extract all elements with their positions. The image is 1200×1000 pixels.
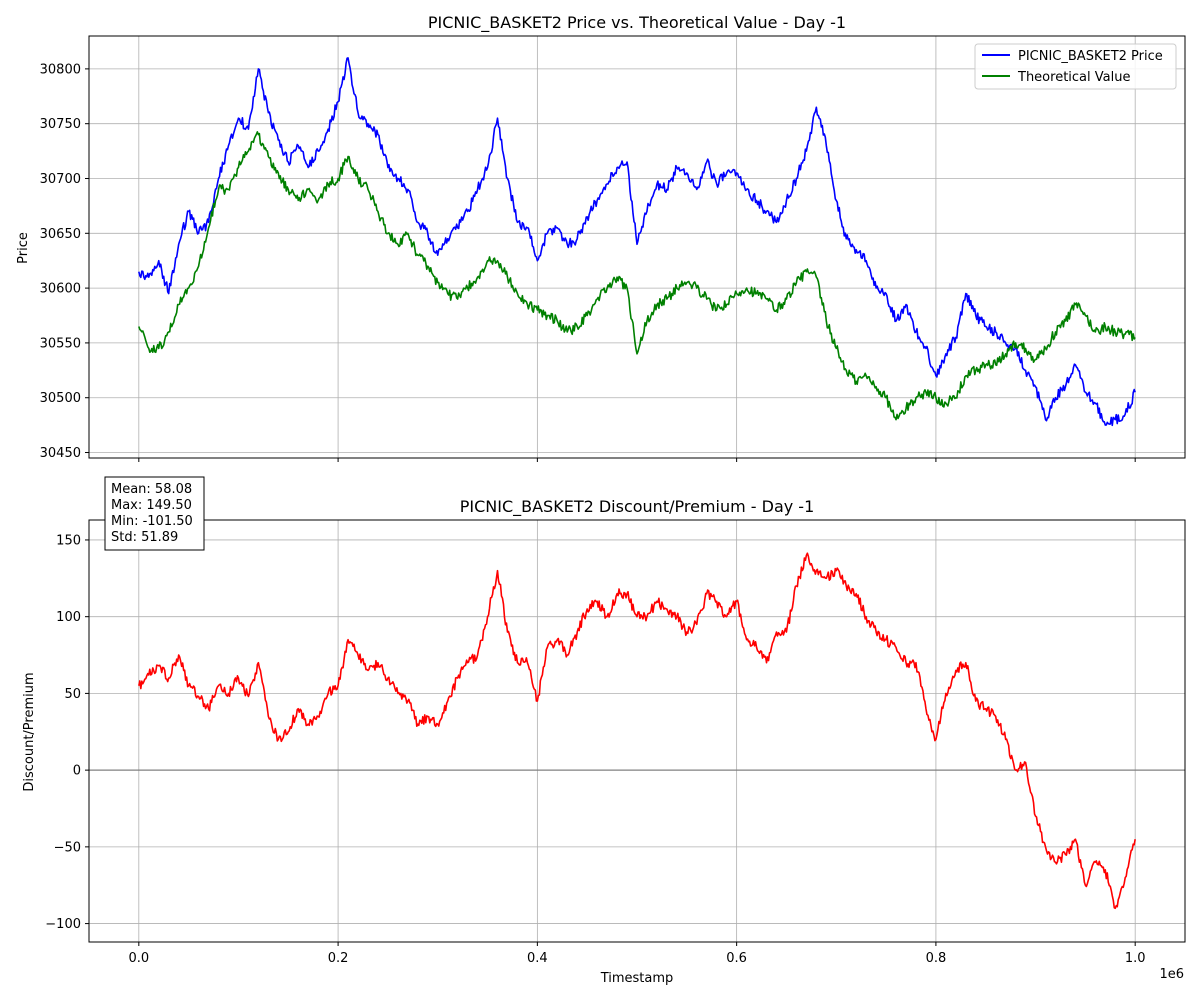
stats-mean: Mean: 58.08 [111, 482, 192, 497]
discount-x-tick-label: 0.4 [527, 951, 548, 966]
discount-x-tick-label: 1.0 [1125, 951, 1146, 966]
discount-plot-area [88, 519, 1186, 943]
discount-x-tick-label: 0.0 [128, 951, 149, 966]
discount-chart: PICNIC_BASKET2 Discount/Premium - Day -1… [22, 476, 1186, 986]
legend-label-theoretical: Theoretical Value [1017, 70, 1130, 85]
price-chart: PICNIC_BASKET2 Price vs. Theoretical Val… [16, 13, 1186, 462]
x-axis-multiplier: 1e6 [1159, 967, 1184, 982]
discount-chart-title: PICNIC_BASKET2 Discount/Premium - Day -1 [460, 497, 815, 517]
stats-min: Min: -101.50 [111, 514, 193, 529]
discount-y-tick-label: 50 [64, 687, 81, 702]
stats-std: Std: 51.89 [111, 530, 178, 545]
price-y-tick-label: 30700 [40, 172, 81, 187]
price-plot-area [88, 35, 1186, 459]
price-y-tick-label: 30650 [40, 227, 81, 242]
price-chart-title: PICNIC_BASKET2 Price vs. Theoretical Val… [428, 13, 846, 33]
legend-label-price: PICNIC_BASKET2 Price [1018, 49, 1163, 64]
discount-series-discount-line [138, 552, 1136, 910]
price-legend: PICNIC_BASKET2 Price Theoretical Value [974, 43, 1177, 90]
discount-y-tick-label: −50 [54, 840, 81, 855]
stats-max: Max: 149.50 [111, 498, 192, 513]
discount-y-tick-label: 150 [56, 533, 81, 548]
price-y-tick-label: 30500 [40, 391, 81, 406]
discount-x-tick-label: 0.2 [328, 951, 349, 966]
stats-box: Mean: 58.08 Max: 149.50 Min: -101.50 Std… [104, 476, 205, 551]
timestamp-x-axis-label: Timestamp [600, 971, 674, 986]
price-series-theoretical-line [138, 131, 1136, 421]
price-y-tick-label: 30800 [40, 62, 81, 77]
discount-y-axis-label: Discount/Premium [22, 672, 37, 791]
price-y-axis-label: Price [16, 232, 31, 264]
price-y-tick-label: 30600 [40, 282, 81, 297]
discount-y-tick-label: 0 [73, 764, 81, 779]
discount-y-tick-label: 100 [56, 610, 81, 625]
discount-x-tick-label: 0.8 [926, 951, 947, 966]
price-y-tick-label: 30750 [40, 117, 81, 132]
price-series-price-line [138, 57, 1136, 427]
discount-y-tick-label: −100 [45, 917, 81, 932]
price-y-tick-label: 30550 [40, 336, 81, 351]
price-y-tick-label: 30450 [40, 446, 81, 461]
discount-x-tick-label: 0.6 [726, 951, 747, 966]
